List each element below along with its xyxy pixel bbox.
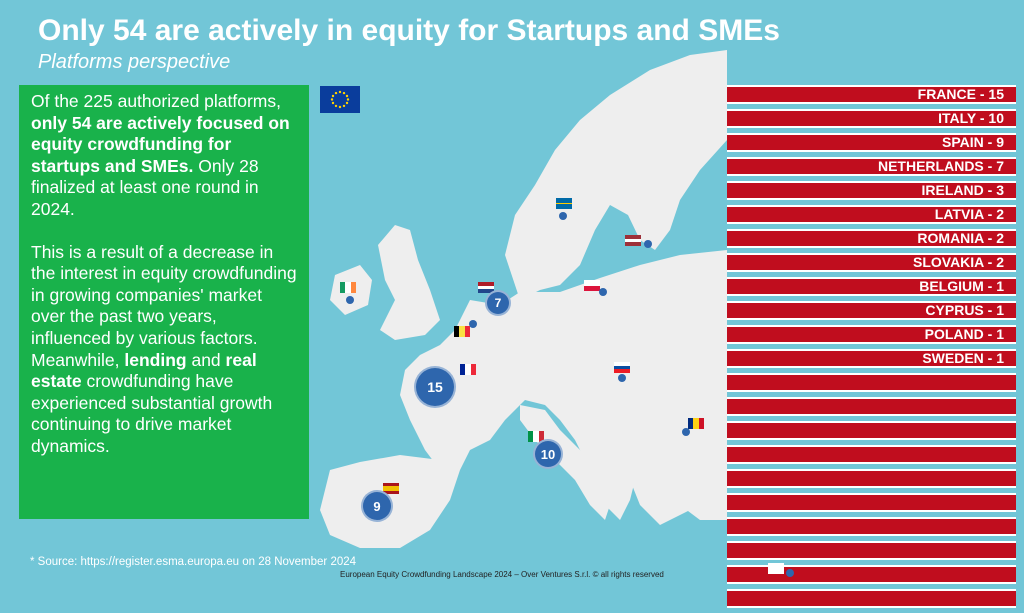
netherlands-bubble: 7 <box>485 290 511 316</box>
country-ranking-bar <box>727 469 1016 488</box>
p2-real-estate: real estate <box>31 349 257 392</box>
spain-bubble: 9 <box>361 490 393 522</box>
europe-map <box>320 50 727 548</box>
eu-flag-icon <box>320 86 360 113</box>
cyprus-marker <box>786 569 794 577</box>
scandinavia-land <box>505 50 727 300</box>
page-title: Only 54 are actively in equity for Start… <box>38 14 780 47</box>
latvia-flag-icon <box>625 235 641 246</box>
p1-text-bold: only 54 are actively focused on equity c… <box>31 112 290 176</box>
page-subtitle: Platforms perspective <box>38 51 231 73</box>
ireland-flag-icon <box>340 282 356 293</box>
country-ranking-bar <box>727 421 1016 440</box>
country-ranking-bar <box>727 373 1016 392</box>
sweden-flag-icon <box>556 198 572 209</box>
france-flag-icon <box>460 364 476 375</box>
country-ranking-bar: POLAND - 1 <box>727 325 1016 344</box>
country-ranking-bar: NETHERLANDS - 7 <box>727 157 1016 176</box>
summary-panel: Of the 225 authorized platforms, only 54… <box>19 85 309 519</box>
country-ranking-bar <box>727 517 1016 536</box>
country-ranking-bar: LATVIA - 2 <box>727 205 1016 224</box>
slovakia-marker <box>618 374 626 382</box>
country-ranking-bar: FRANCE - 15 <box>727 85 1016 104</box>
country-ranking-bar: IRELAND - 3 <box>727 181 1016 200</box>
spain-flag-icon <box>383 483 399 494</box>
p2-lending: lending <box>124 349 187 370</box>
sweden-marker <box>559 212 567 220</box>
slovakia-flag-icon <box>614 362 630 373</box>
netherlands-flag-icon <box>478 282 494 293</box>
p2-text-e: crowdfunding have experienced substantia… <box>31 371 273 456</box>
belgium-marker <box>469 320 477 328</box>
poland-flag-icon <box>584 280 600 291</box>
p2-text-c: and <box>186 349 226 370</box>
balkans-land <box>620 430 700 525</box>
poland-marker <box>599 288 607 296</box>
france-bubble: 15 <box>414 366 456 408</box>
country-ranking-bar: CYPRUS - 1 <box>727 301 1016 320</box>
footer-copyright: European Equity Crowdfunding Landscape 2… <box>340 570 664 579</box>
uk-land <box>378 225 440 340</box>
italy-flag-icon <box>528 431 544 442</box>
country-ranking-bar <box>727 493 1016 512</box>
country-ranking-bar <box>727 541 1016 560</box>
italy-bubble: 10 <box>533 439 563 469</box>
p2-text-a: This is a result of a decrease in the in… <box>31 241 297 370</box>
country-ranking-bar <box>727 397 1016 416</box>
p1-text-c: Only 28 finalized at least one round in … <box>31 155 259 219</box>
romania-marker <box>682 428 690 436</box>
country-ranking-bar: ITALY - 10 <box>727 109 1016 128</box>
country-ranking-bar: BELGIUM - 1 <box>727 277 1016 296</box>
cyprus-flag-icon <box>768 563 784 574</box>
mainland-europe-land <box>400 250 727 520</box>
ireland-marker <box>346 296 354 304</box>
country-ranking-bar <box>727 445 1016 464</box>
latvia-marker <box>644 240 652 248</box>
country-ranking-bar: ROMANIA - 2 <box>727 229 1016 248</box>
p1-text-a: Of the 225 authorized platforms, <box>31 91 281 111</box>
country-ranking-bar: SLOVAKIA - 2 <box>727 253 1016 272</box>
belgium-flag-icon <box>454 326 470 337</box>
country-ranking-bar <box>727 589 1016 608</box>
summary-paragraph-1: Of the 225 authorized platforms, only 54… <box>31 91 299 221</box>
romania-flag-icon <box>688 418 704 429</box>
country-ranking-bar: SWEDEN - 1 <box>727 349 1016 368</box>
country-ranking-bar: SPAIN - 9 <box>727 133 1016 152</box>
summary-paragraph-2: This is a result of a decrease in the in… <box>31 242 299 458</box>
source-note: * Source: https://register.esma.europa.e… <box>30 556 357 568</box>
country-ranking-list: FRANCE - 15 ITALY - 10 SPAIN - 9 NETHERLAND… <box>727 85 1016 613</box>
